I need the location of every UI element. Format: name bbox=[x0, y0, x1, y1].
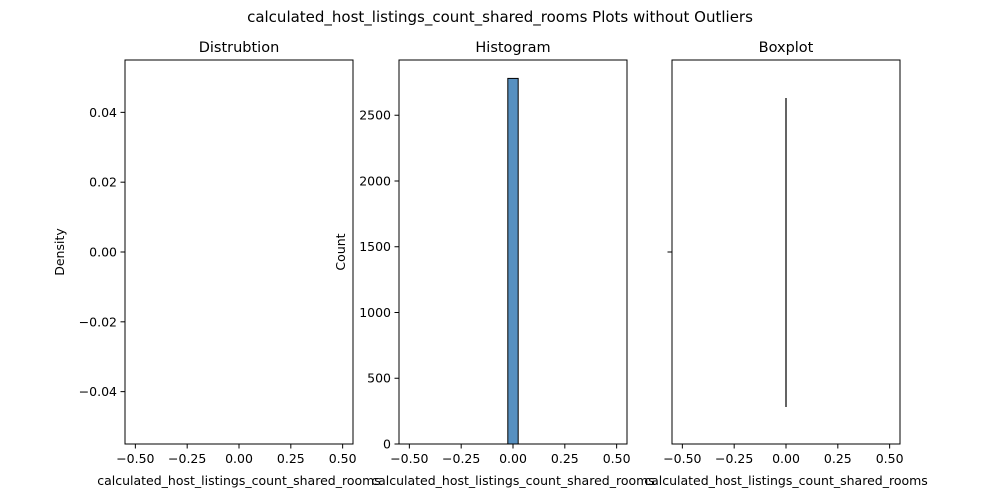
x-tick-label: 0.50 bbox=[876, 451, 904, 466]
boxplot-title: Boxplot bbox=[759, 40, 814, 56]
y-tick-label: −0.04 bbox=[79, 384, 117, 399]
y-tick-label: 1500 bbox=[359, 239, 391, 254]
x-tick-label: 0.00 bbox=[225, 451, 253, 466]
y-tick-label: 0.02 bbox=[89, 175, 117, 190]
histogram-y-ticks: 0 500 1000 1500 2000 2500 bbox=[359, 108, 399, 452]
histogram-ylabel: Count bbox=[333, 233, 348, 270]
y-tick-label: 0 bbox=[383, 437, 391, 452]
histogram-x-ticks: −0.50 −0.25 0.00 0.25 0.50 bbox=[390, 444, 631, 466]
y-tick-label: 1000 bbox=[359, 305, 391, 320]
x-tick-label: 0.25 bbox=[551, 451, 579, 466]
y-tick-label: 0.04 bbox=[89, 105, 117, 120]
boxplot-panel: Boxplot −0.50 −0.25 0.00 0.25 0.50 calculate… bbox=[644, 40, 928, 488]
histogram-bars bbox=[507, 77, 519, 445]
histogram-panel: Histogram −0.50 −0.25 0.00 0.25 0.50 0 500 100… bbox=[333, 40, 655, 488]
y-tick-label: 0.00 bbox=[89, 245, 117, 260]
x-tick-label: 0.50 bbox=[603, 451, 631, 466]
histogram-xlabel: calculated_host_listings_count_shared_ro… bbox=[371, 473, 655, 488]
distribution-panel: Distrubtion −0.50 −0.25 0.00 0.25 0.50 −0.04… bbox=[52, 40, 381, 488]
y-tick-label: −0.02 bbox=[79, 314, 117, 329]
x-tick-label: −0.25 bbox=[442, 451, 480, 466]
distribution-y-ticks: −0.04 −0.02 0.00 0.02 0.04 bbox=[79, 105, 125, 399]
x-tick-label: −0.50 bbox=[116, 451, 154, 466]
y-tick-label: 500 bbox=[367, 371, 391, 386]
y-tick-label: 2000 bbox=[359, 173, 391, 188]
x-tick-label: −0.50 bbox=[663, 451, 701, 466]
x-tick-label: −0.50 bbox=[390, 451, 428, 466]
boxplot-x-ticks: −0.50 −0.25 0.00 0.25 0.50 bbox=[663, 444, 904, 466]
x-tick-label: 0.00 bbox=[499, 451, 527, 466]
distribution-xlabel: calculated_host_listings_count_shared_ro… bbox=[97, 473, 381, 488]
figure-suptitle: calculated_host_listings_count_shared_ro… bbox=[247, 8, 753, 27]
distribution-ylabel: Density bbox=[52, 228, 67, 276]
distribution-title: Distrubtion bbox=[199, 40, 280, 56]
y-tick-label: 2500 bbox=[359, 108, 391, 123]
x-tick-label: −0.25 bbox=[715, 451, 753, 466]
x-tick-label: 0.25 bbox=[277, 451, 305, 466]
x-tick-label: 0.25 bbox=[824, 451, 852, 466]
boxplot-xlabel: calculated_host_listings_count_shared_ro… bbox=[644, 473, 928, 488]
histogram-title: Histogram bbox=[475, 40, 550, 56]
histogram-bar bbox=[507, 77, 519, 445]
x-tick-label: −0.25 bbox=[168, 451, 206, 466]
distribution-axes-frame bbox=[124, 59, 354, 445]
x-tick-label: 0.00 bbox=[772, 451, 800, 466]
x-tick-label: 0.50 bbox=[329, 451, 357, 466]
distribution-x-ticks: −0.50 −0.25 0.00 0.25 0.50 bbox=[116, 444, 357, 466]
